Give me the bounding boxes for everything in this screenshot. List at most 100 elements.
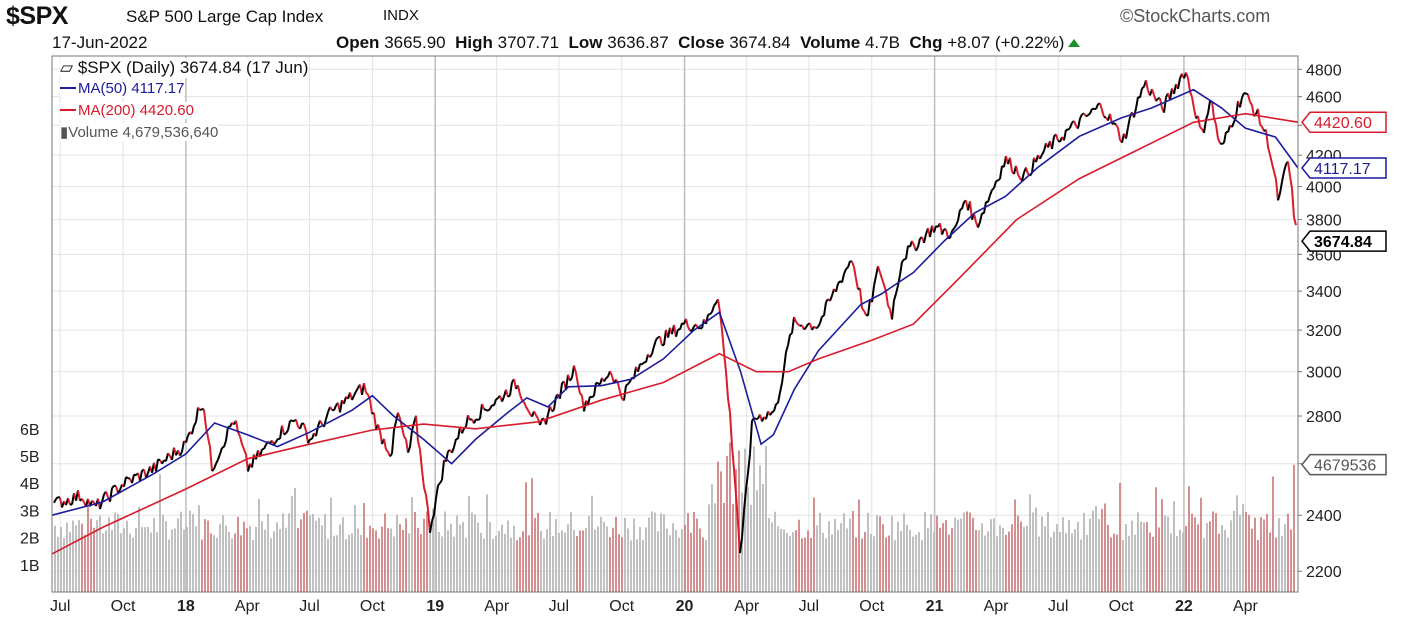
volume-bar	[933, 532, 935, 592]
price-bar	[725, 371, 729, 399]
volume-bar	[81, 523, 83, 592]
price-bar	[733, 468, 737, 495]
price-bar	[609, 370, 613, 377]
volume-bar	[732, 503, 734, 592]
price-bar	[283, 432, 287, 436]
volume-bar	[345, 539, 347, 592]
brand-logo[interactable]: ©StockCharts.com	[1120, 6, 1270, 27]
price-bar	[727, 398, 731, 413]
volume-bar	[864, 531, 866, 592]
low-value: 3636.87	[607, 33, 669, 52]
legend-ma50-text: MA(50) 4117.17	[78, 80, 185, 97]
volume-bar	[183, 529, 185, 592]
price-bar	[437, 482, 441, 487]
price-bar	[723, 352, 727, 372]
volume-bar	[252, 540, 254, 592]
chart-date: 17-Jun-2022	[52, 33, 148, 52]
price-bar	[795, 321, 799, 325]
volume-bar	[1266, 513, 1268, 592]
price-bar	[1015, 165, 1019, 175]
volume-bar	[705, 539, 707, 592]
volume-bar	[603, 521, 605, 592]
x-tick-label: Jul	[50, 598, 70, 615]
price-bar	[243, 448, 247, 455]
volume-bar	[768, 517, 770, 592]
volume-bar	[282, 513, 284, 592]
price-bar	[1063, 129, 1067, 141]
volume-bar	[1134, 534, 1136, 592]
price-bar	[1081, 112, 1085, 116]
volume-bar	[1116, 534, 1118, 592]
volume-bar	[543, 538, 545, 592]
volume-bar	[663, 514, 665, 592]
volume-bar	[1014, 499, 1016, 592]
volume-bar	[504, 533, 506, 592]
volume-bar	[1200, 497, 1202, 592]
price-bar	[483, 408, 487, 411]
volume-bar	[1155, 487, 1157, 592]
volume-bar	[189, 510, 191, 592]
price-bar	[641, 361, 645, 366]
price-bar	[781, 368, 785, 384]
volume-bar	[429, 529, 431, 592]
price-bar	[1277, 193, 1281, 201]
price-tag-2-box	[1301, 230, 1387, 252]
volume-bar	[612, 527, 614, 592]
price-bar	[1221, 141, 1225, 145]
volume-bar	[852, 511, 854, 592]
volume-bar	[1062, 517, 1064, 592]
price-bar	[655, 336, 659, 341]
price-bar	[991, 187, 995, 191]
volume-bar	[432, 508, 434, 592]
volume-bar	[201, 539, 203, 592]
price-bar	[111, 485, 115, 489]
price-bar	[391, 429, 395, 454]
price-bar	[203, 409, 207, 428]
volume-bar	[687, 513, 689, 592]
volume-bar	[639, 527, 641, 592]
price-bar	[323, 418, 327, 428]
price-bar	[1021, 172, 1025, 182]
volume-tag-box	[1301, 453, 1387, 476]
volume-bar	[816, 525, 818, 592]
close-label: Close	[678, 33, 725, 52]
volume-bar	[783, 529, 785, 592]
volume-bar	[834, 518, 836, 592]
price-bar	[541, 417, 545, 421]
price-bar	[477, 417, 481, 421]
volume-bar	[609, 537, 611, 592]
price-bar	[1067, 127, 1071, 131]
price-bar	[941, 228, 945, 235]
volume-bar	[549, 511, 551, 592]
volume-bar	[192, 514, 194, 592]
volume-bar	[759, 465, 761, 592]
chg-value: +8.07 (+0.22%)	[947, 33, 1065, 52]
volume-bar	[738, 450, 740, 592]
price-bar	[1073, 120, 1077, 127]
price-bar	[217, 453, 221, 460]
volume-bar	[1074, 529, 1076, 592]
volume-bar	[801, 538, 803, 592]
volume-bar	[1119, 482, 1121, 592]
price-bar	[603, 377, 607, 382]
price-bar	[1089, 108, 1093, 114]
volume-bar	[906, 524, 908, 592]
volume-bar	[333, 535, 335, 592]
price-bar	[467, 414, 471, 421]
volume-bar	[540, 531, 542, 592]
volume-bar	[480, 532, 482, 592]
volume-bar	[474, 514, 476, 592]
volume-bar	[354, 505, 356, 592]
ma50-swatch	[60, 87, 76, 89]
volume-bar	[1170, 533, 1172, 592]
price-bar	[401, 427, 405, 437]
volume-bar	[168, 539, 170, 592]
volume-bar	[384, 513, 386, 592]
price-bar	[617, 383, 621, 392]
volume-bar	[1020, 521, 1022, 592]
price-bar	[53, 498, 57, 504]
volume-bar	[945, 520, 947, 592]
volume-bar	[957, 519, 959, 592]
volume-bar	[582, 530, 584, 592]
